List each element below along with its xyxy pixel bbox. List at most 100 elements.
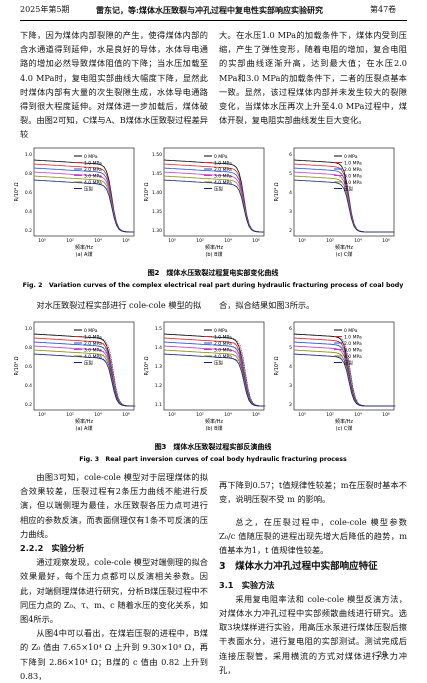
caption: 图2 煤体水压致裂过程复电实部变化曲线 — [148, 268, 279, 277]
plot-frame — [163, 147, 265, 237]
panel-label: (a) A煤 — [76, 251, 93, 258]
x-tick-label: 10² — [326, 238, 334, 244]
y-tick-label: 0.6 — [25, 364, 32, 370]
y-tick-label: 6 — [289, 152, 292, 158]
paragraph: 对水压致裂过程实部进行 cole-cole 模型的拟 — [36, 300, 202, 310]
legend-label: 3.0 MPa — [214, 347, 232, 353]
x-tick-label: 10⁰ — [298, 238, 306, 244]
fit-curve — [165, 349, 266, 407]
section-heading: 3 煤体水力冲孔过程中实部响应特征 — [219, 561, 378, 573]
section-heading: 2.2.2 实验分析 — [20, 543, 85, 554]
paragraph: 从图4中可以看出，在煤岩压裂的进程中，B煤的 Z₀ 值由 7.65×10⁴ Ω … — [20, 628, 208, 681]
x-tick-label: 10⁰ — [38, 412, 46, 418]
legend-label: 0 MPa — [344, 154, 358, 160]
y-tick-label: 0.2 — [25, 402, 32, 408]
legend-label: 2.0 MPa — [84, 341, 102, 347]
x-tick-label: 10⁴ — [224, 238, 232, 244]
y-axis-label: R/10⁴ Ω — [144, 182, 150, 201]
y-tick-label: 1.3 — [155, 364, 162, 370]
x-tick-label: 10² — [196, 412, 204, 418]
legend-label: 2.0 MPa — [84, 167, 102, 173]
legend-label: 1.0 MPa — [214, 160, 232, 166]
y-tick-label: 2 — [289, 228, 292, 234]
fit-curve — [165, 333, 266, 407]
panel-label: (c) C煤 — [336, 251, 353, 258]
legend-label: 4.0 MPa — [214, 180, 232, 186]
legend-label: 压裂 — [344, 185, 353, 192]
legend-label: 0 MPa — [84, 328, 98, 334]
paragraph: 再下降到0.57；t值规律性较差；m在压裂时基本不变，说明压裂不受 m 的影响。 — [219, 480, 407, 505]
x-tick-label: 10² — [66, 238, 74, 244]
legend-label: 3.0 MPa — [344, 173, 362, 179]
legend-label: 1.0 MPa — [344, 334, 362, 340]
y-axis-label: R/10⁴ Ω — [144, 356, 150, 375]
y-tick-label: 1.5 — [155, 326, 162, 332]
panel-label: (a) A煤 — [76, 425, 93, 432]
legend-label: 压裂 — [214, 185, 223, 192]
x-axis-label: 频率/Hz — [335, 244, 353, 251]
legend-label: 4.0 MPa — [344, 354, 362, 360]
panel-label: (b) B煤 — [205, 425, 222, 432]
y-tick-label: 0.4 — [25, 209, 32, 215]
paragraph: 下降，因为煤体内部裂隙的产生，使得煤体内部的含水通道得到延伸，水是良好的导体，水… — [20, 30, 208, 140]
curve — [163, 179, 264, 233]
header-right: 第47卷 — [370, 5, 397, 14]
x-tick-label: 10⁰ — [168, 412, 176, 418]
panel-label: (c) C煤 — [336, 425, 353, 432]
x-tick-label: 10² — [66, 412, 74, 418]
x-tick-label: 10⁰ — [38, 238, 46, 244]
fit-curve — [165, 353, 266, 407]
x-tick-label: 10⁶ — [382, 238, 390, 244]
plot-frame — [293, 147, 395, 237]
legend-label: 3.0 MPa — [84, 173, 102, 179]
fit-curve — [35, 337, 136, 407]
fit-curve — [35, 341, 136, 407]
page-number: · 29 · — [372, 650, 393, 659]
y-tick-label: 0.6 — [25, 190, 32, 196]
subsection-heading: 3.1 实验方法 — [219, 579, 275, 590]
y-tick-label: 3 — [289, 209, 292, 215]
y-tick-label: 1.30 — [152, 228, 162, 234]
fit-curve — [165, 337, 266, 407]
caption-en: Fig. 3 Real part inversion curves of coa… — [79, 456, 347, 463]
y-tick-label: 4 — [289, 190, 292, 196]
x-tick-label: 10⁴ — [354, 238, 362, 244]
y-tick-label: 4 — [289, 364, 292, 370]
curve — [33, 179, 134, 233]
caption: 图3 煤体水压致裂过程实部反演曲线 — [155, 442, 272, 451]
legend-label: 压裂 — [344, 359, 353, 366]
paragraph: 大。在水压1.0 MPa的加载条件下，煤体内受到压缩，产生了弹性变形，随着电阻的… — [219, 30, 407, 126]
fit-curve — [165, 345, 266, 407]
legend-label: 3.0 MPa — [84, 347, 102, 353]
legend-label: 压裂 — [84, 185, 93, 192]
legend-label: 1.0 MPa — [84, 160, 102, 166]
plot-frame — [33, 321, 135, 411]
x-axis-label: 频率/Hz — [205, 244, 223, 251]
paragraph: 由图3可知，cole-cole 模型对于层理煤体的拟合效果较差，压裂过程有2条压… — [20, 472, 208, 539]
y-tick-label: 1.0 — [25, 326, 32, 332]
legend-label: 1.0 MPa — [84, 334, 102, 340]
x-axis-label: 频率/Hz — [75, 244, 93, 251]
legend-label: 3.0 MPa — [214, 173, 232, 179]
paragraph: 通过观察发现，cole-cole 模型对端侧理的拟合效果最好，每个压力点都可以反… — [20, 557, 208, 625]
legend-label: 2.0 MPa — [214, 341, 232, 347]
fit-curve — [35, 353, 136, 407]
legend-label: 1.0 MPa — [214, 334, 232, 340]
y-axis-label: R/10⁴ Ω — [14, 356, 20, 375]
plot-frame — [33, 147, 135, 237]
legend-label: 4.0 MPa — [214, 354, 232, 360]
y-tick-label: 0.2 — [25, 228, 32, 234]
plot-frame — [163, 321, 265, 411]
header-center: 雷东记，等:煤体水压致裂与冲孔过程中复电性实部响应实验研究 — [96, 5, 323, 15]
x-tick-label: 10⁶ — [382, 412, 390, 418]
fit-curve — [35, 333, 136, 407]
x-tick-label: 10⁶ — [122, 238, 130, 244]
column-right: 再下降到0.57；t值规律性较差；m在压裂时基本不变，说明压裂不受 m 的影响。… — [219, 470, 407, 677]
legend-label: 0 MPa — [344, 328, 358, 334]
y-tick-label: 1.1 — [155, 402, 162, 408]
y-tick-label: 6 — [289, 326, 292, 332]
curve — [293, 179, 394, 233]
y-tick-label: 1.4 — [155, 345, 162, 351]
panel-label: (b) B煤 — [205, 251, 222, 258]
